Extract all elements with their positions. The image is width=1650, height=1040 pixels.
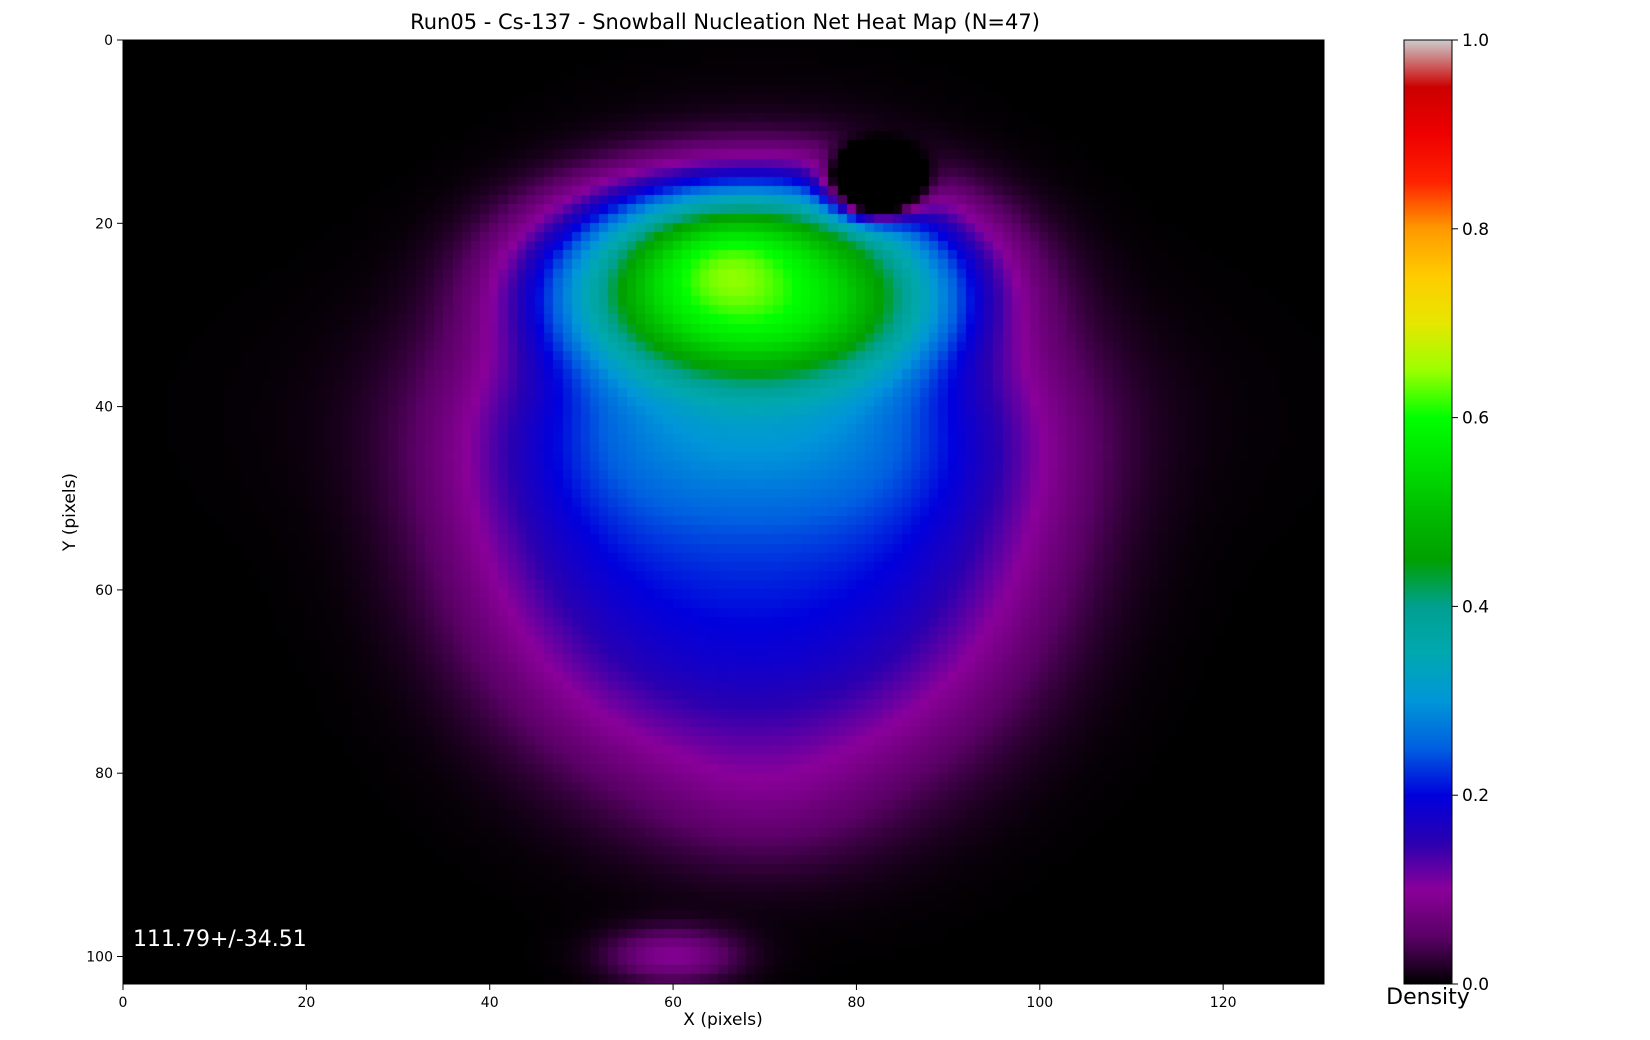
x-tick-label: 20	[297, 995, 315, 1011]
x-tick-label: 80	[848, 995, 866, 1011]
x-axis-ticks: 0 20 40 60 80 100 120	[119, 984, 1237, 1011]
x-tick-label: 120	[1210, 995, 1237, 1011]
stats-annotation: 111.79+/-34.51	[133, 927, 307, 952]
colorbar-tick-label: 1.0	[1462, 31, 1489, 51]
x-tick-label: 100	[1026, 995, 1053, 1011]
chart-title: Run05 - Cs-137 - Snowball Nucleation Net…	[410, 10, 1040, 34]
y-tick-label: 40	[95, 400, 113, 416]
colorbar-label: Density	[1386, 985, 1470, 1010]
colorbar-tick-label: 0.6	[1462, 409, 1489, 429]
x-tick-label: 40	[481, 995, 499, 1011]
y-tick-label: 0	[104, 33, 113, 49]
colorbar-tick-label: 0.2	[1462, 786, 1489, 806]
colorbar-tick-label: 0.0	[1462, 975, 1489, 995]
colorbar-tick-label: 0.4	[1462, 597, 1489, 617]
x-tick-label: 60	[664, 995, 682, 1011]
y-tick-label: 100	[86, 950, 113, 966]
y-tick-label: 80	[95, 766, 113, 782]
y-axis-ticks: 0 20 40 60 80 100	[86, 33, 123, 966]
y-axis-label: Y (pixels)	[60, 473, 80, 552]
heatmap-image	[123, 40, 1324, 984]
colorbar-ticks: 0.0 0.2 0.4 0.6 0.8 1.0	[1452, 31, 1489, 995]
x-axis-label: X (pixels)	[683, 1010, 762, 1030]
colorbar-tick-label: 0.8	[1462, 220, 1489, 240]
colorbar-gradient	[1403, 39, 1453, 985]
plot-area	[122, 39, 1325, 985]
y-tick-label: 20	[95, 216, 113, 232]
plot-frame	[122, 39, 1325, 985]
y-tick-label: 60	[95, 583, 113, 599]
colorbar: 0.0 0.2 0.4 0.6 0.8 1.0 Density	[1386, 31, 1489, 1010]
x-tick-label: 0	[119, 995, 128, 1011]
